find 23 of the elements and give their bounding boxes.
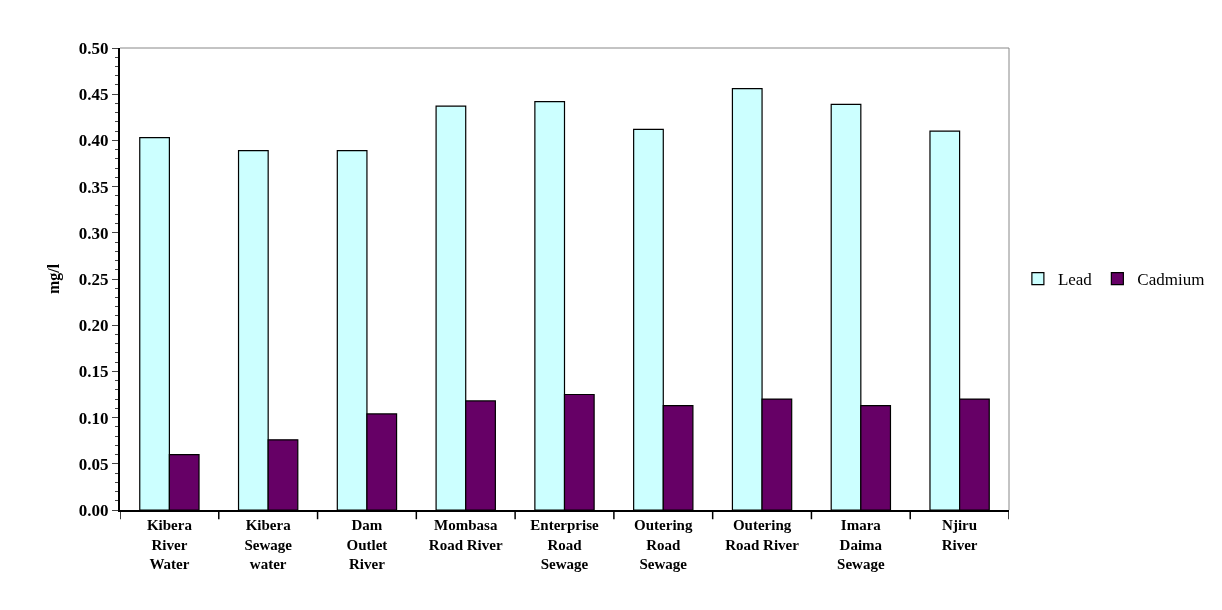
legend-label: Lead xyxy=(1057,270,1093,290)
y-axis-title: mg/l xyxy=(45,263,64,295)
x-tick-label: Kibera River Water xyxy=(146,517,193,572)
y-tick-label: 0.40 xyxy=(78,131,109,151)
x-tick-label: Njiru River xyxy=(941,517,978,553)
y-tick-label: 0.00 xyxy=(78,500,109,520)
x-tick-label: Outering Road Sewage xyxy=(634,517,693,572)
x-tick-label: Outering Road River xyxy=(725,517,800,553)
x-tick-label: Mombasa Road River xyxy=(428,517,503,553)
x-tick-label: Imara Daima Sewage xyxy=(837,517,885,572)
y-tick-label: 0.15 xyxy=(78,362,109,382)
y-tick-label: 0.45 xyxy=(78,85,109,105)
y-tick-label: 0.25 xyxy=(78,269,109,289)
y-tick-label: 0.30 xyxy=(78,223,109,243)
y-tick-label: 0.10 xyxy=(78,408,109,428)
y-tick-label: 0.50 xyxy=(78,38,109,58)
x-tick-label: Enterprise Road Sewage xyxy=(530,517,599,572)
y-tick-label: 0.20 xyxy=(78,316,109,336)
y-tick-label: 0.35 xyxy=(78,177,109,197)
legend-label: Cadmium xyxy=(1137,270,1205,290)
x-tick-label: Dam Outlet River xyxy=(346,517,388,572)
y-tick-label: 0.05 xyxy=(78,454,109,474)
x-tick-label: Kibera Sewage water xyxy=(244,517,293,572)
